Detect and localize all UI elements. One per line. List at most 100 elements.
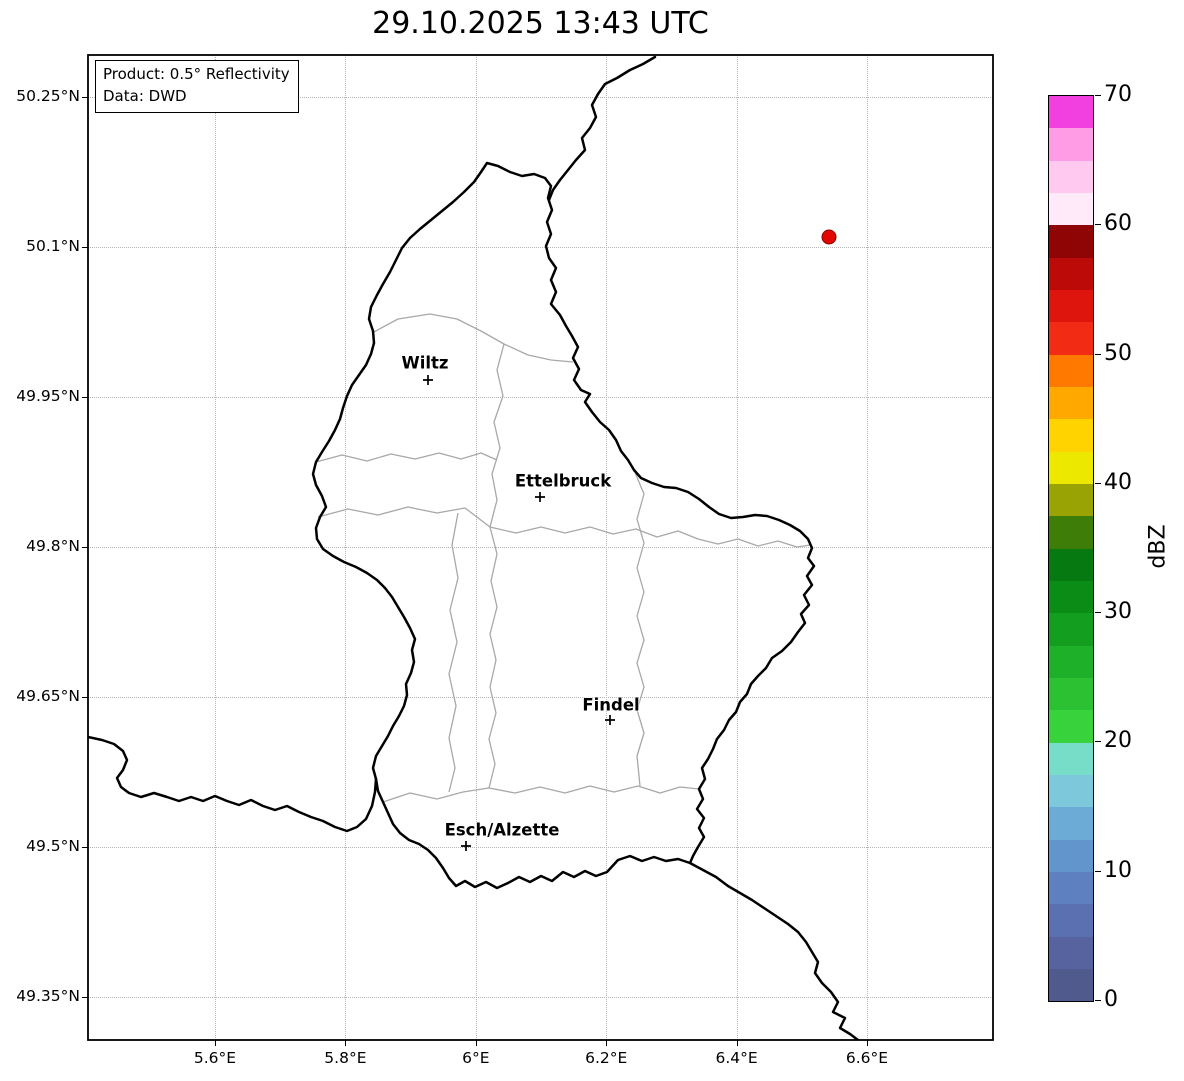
colorbar-gradient [1048, 95, 1094, 1002]
colorbar-tick-label: 60 [1104, 211, 1132, 237]
colorbar-segment [1049, 871, 1093, 905]
colorbar-tick-mark [1095, 482, 1101, 484]
district-border-line [633, 469, 645, 787]
y-tick-mark [82, 247, 88, 248]
colorbar-segment [1049, 548, 1093, 581]
germany-france-border-southeast [688, 861, 860, 1040]
city-marker-findel [605, 715, 615, 725]
gridline-horizontal [88, 547, 993, 548]
colorbar-tick-label: 50 [1104, 340, 1132, 366]
gridline-horizontal [88, 397, 993, 398]
germany-border-north [547, 55, 657, 202]
colorbar-segment [1049, 257, 1093, 290]
gridline-horizontal [88, 847, 993, 848]
district-border-line [315, 452, 498, 463]
x-tick-mark [867, 1040, 868, 1046]
x-tick-label: 5.6°E [193, 1049, 237, 1067]
gridline-horizontal [88, 247, 993, 248]
colorbar-segment [1049, 742, 1093, 775]
x-tick-mark [736, 1040, 738, 1046]
luxembourg-border [311, 161, 816, 890]
colorbar-segment [1049, 322, 1093, 355]
district-border-line [488, 526, 498, 789]
colorbar-segment [1049, 386, 1093, 420]
radar-site-dot [821, 229, 837, 245]
x-tick-mark [475, 1040, 477, 1046]
colorbar-segment [1049, 419, 1093, 452]
district-border-line [489, 526, 811, 548]
colorbar-segment [1049, 483, 1093, 517]
colorbar-segment [1049, 807, 1093, 840]
belgium-france-border-west [88, 735, 378, 833]
colorbar-segment [1049, 225, 1093, 258]
y-tick-label: 49.65°N [16, 687, 80, 705]
colorbar-tick-mark [1095, 612, 1101, 614]
district-borders [315, 313, 811, 803]
y-tick-mark [82, 997, 88, 998]
colorbar-segment [1049, 613, 1093, 646]
district-border-line [382, 785, 700, 803]
city-label-wiltz: Wiltz [401, 353, 449, 373]
x-tick-label: 6.6°E [845, 1049, 889, 1067]
colorbar-tick-mark [1095, 870, 1101, 872]
x-tick-mark [606, 1040, 608, 1046]
plot-frame [87, 54, 994, 1041]
x-tick-mark [215, 1040, 216, 1046]
y-tick-label: 49.5°N [26, 837, 80, 855]
colorbar-segment [1049, 354, 1093, 387]
city-label-ettelbruck: Ettelbruck [514, 471, 612, 491]
city-markers [423, 375, 615, 851]
colorbar-segment [1049, 839, 1093, 872]
figure-title: 29.10.2025 13:43 UTC [372, 6, 709, 41]
colorbar-tick-label: 70 [1104, 82, 1132, 107]
y-tick-mark [82, 547, 88, 548]
info-product-line: Product: 0.5° Reflectivity [103, 65, 290, 83]
y-tick-label: 49.95°N [16, 387, 80, 405]
y-tick-mark [82, 847, 88, 848]
colorbar-segment [1049, 710, 1093, 743]
colorbar-segment [1049, 904, 1093, 937]
y-tick-label: 49.35°N [16, 987, 80, 1005]
colorbar-segment [1049, 516, 1093, 549]
colorbar-segment [1049, 677, 1093, 711]
gridline-horizontal [88, 97, 993, 98]
colorbar-tick-label: 10 [1104, 857, 1132, 883]
y-tick-label: 50.1°N [26, 237, 80, 255]
x-tick-mark [345, 1040, 347, 1046]
colorbar-tick-mark [1095, 224, 1101, 226]
colorbar-segment [1049, 936, 1093, 969]
x-tick-label: 6°E [462, 1049, 490, 1067]
y-tick-mark [82, 697, 88, 698]
info-data-line: Data: DWD [103, 86, 187, 105]
colorbar-segment [1049, 96, 1093, 129]
y-tick-mark [82, 97, 88, 98]
colorbar-segment [1049, 645, 1093, 678]
colorbar-tick-label: 20 [1104, 728, 1132, 754]
city-label-findel: Findel [582, 695, 640, 715]
x-tick-label: 6.4°E [715, 1049, 758, 1067]
district-border-line [489, 343, 505, 528]
colorbar-segment [1049, 289, 1093, 323]
colorbar-segment [1049, 160, 1093, 193]
district-border-line [317, 506, 491, 528]
y-tick-label: 50.25°N [16, 87, 80, 105]
colorbar-segment [1049, 968, 1093, 1002]
colorbar-tick-mark [1095, 353, 1101, 355]
y-tick-label: 49.8°N [26, 537, 80, 555]
colorbar-tick-label: 40 [1104, 469, 1132, 495]
district-border-line [448, 512, 459, 793]
gridlines [88, 55, 993, 1040]
gridline-horizontal [88, 997, 993, 998]
city-marker-esch-alzette [461, 841, 471, 851]
y-tick-mark [82, 397, 88, 398]
colorbar-segment [1049, 451, 1093, 484]
info-box: Product: 0.5° Reflectivity Data: DWD [95, 60, 299, 113]
colorbar-segment [1049, 128, 1093, 161]
colorbar-segment [1049, 580, 1093, 614]
colorbar-tick-label: 0 [1104, 987, 1118, 1012]
city-marker-wiltz [423, 375, 433, 385]
colorbar-tick-mark [1095, 1000, 1101, 1001]
colorbar-label: dBZ [1145, 524, 1171, 569]
colorbar-tick-mark [1095, 95, 1101, 96]
